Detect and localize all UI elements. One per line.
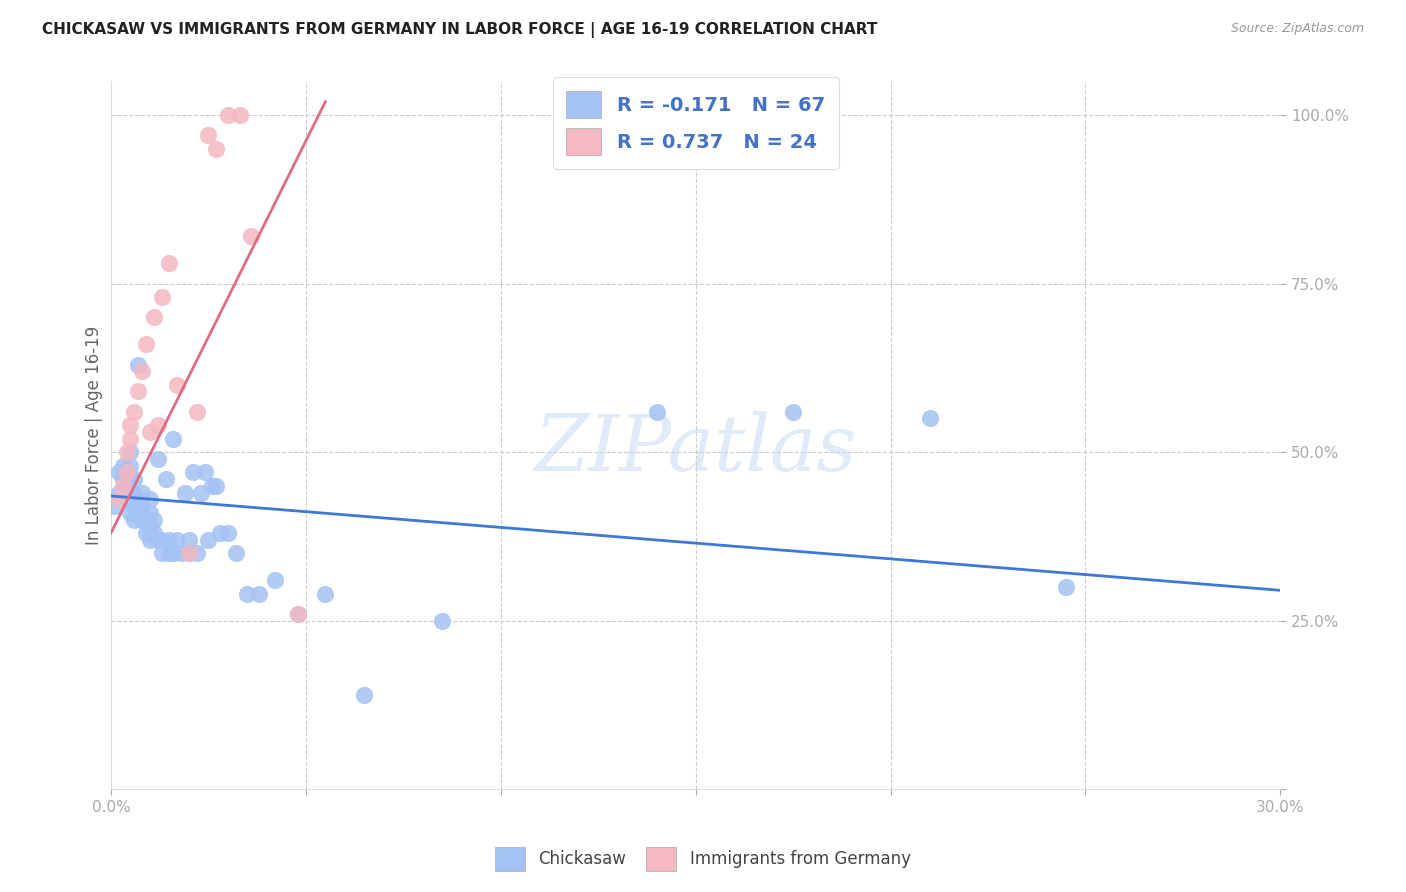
Point	[115, 466, 138, 480]
Point	[146, 533, 169, 547]
Point	[432, 614, 454, 628]
Point	[205, 479, 228, 493]
Point	[263, 573, 285, 587]
Point	[131, 364, 153, 378]
Point	[197, 128, 219, 143]
Point	[124, 485, 146, 500]
Point	[225, 546, 247, 560]
Point	[217, 108, 239, 122]
Point	[174, 485, 197, 500]
Point	[150, 290, 173, 304]
Point	[209, 526, 232, 541]
Point	[190, 485, 212, 500]
Point	[111, 479, 134, 493]
Point	[111, 458, 134, 473]
Point	[139, 519, 162, 533]
Point	[135, 512, 157, 526]
Point	[107, 485, 129, 500]
Point	[120, 458, 142, 473]
Point	[124, 405, 146, 419]
Point	[146, 418, 169, 433]
Point	[120, 432, 142, 446]
Point	[142, 526, 165, 541]
Point	[177, 546, 200, 560]
Point	[142, 512, 165, 526]
Point	[162, 432, 184, 446]
Point	[127, 358, 149, 372]
Point	[146, 451, 169, 466]
Point	[135, 337, 157, 351]
Point	[155, 472, 177, 486]
Point	[247, 587, 270, 601]
Point	[120, 485, 142, 500]
Point	[124, 499, 146, 513]
Point	[115, 466, 138, 480]
Point	[139, 506, 162, 520]
Point	[193, 466, 215, 480]
Point	[115, 492, 138, 507]
Point	[115, 445, 138, 459]
Point	[201, 479, 224, 493]
Point	[287, 607, 309, 621]
Point	[124, 512, 146, 526]
Point	[177, 533, 200, 547]
Point	[131, 499, 153, 513]
Point	[205, 142, 228, 156]
Point	[120, 472, 142, 486]
Point	[120, 506, 142, 520]
Point	[197, 533, 219, 547]
Point	[166, 533, 188, 547]
Text: ZIPatlas: ZIPatlas	[534, 411, 856, 488]
Legend: R = -0.171   N = 67, R = 0.737   N = 24: R = -0.171 N = 67, R = 0.737 N = 24	[553, 77, 838, 169]
Point	[228, 108, 250, 122]
Point	[139, 492, 162, 507]
Point	[135, 526, 157, 541]
Point	[314, 587, 336, 601]
Point	[240, 229, 263, 244]
Point	[170, 546, 193, 560]
Point	[131, 485, 153, 500]
Point	[782, 405, 804, 419]
Point	[1054, 580, 1077, 594]
Point	[111, 472, 134, 486]
Point	[127, 506, 149, 520]
Point	[186, 405, 208, 419]
Text: Source: ZipAtlas.com: Source: ZipAtlas.com	[1230, 22, 1364, 36]
Point	[127, 492, 149, 507]
Point	[287, 607, 309, 621]
Point	[104, 499, 127, 513]
Point	[107, 492, 129, 507]
Point	[139, 533, 162, 547]
Point	[162, 546, 184, 560]
Point	[186, 546, 208, 560]
Point	[150, 533, 173, 547]
Text: CHICKASAW VS IMMIGRANTS FROM GERMANY IN LABOR FORCE | AGE 16-19 CORRELATION CHAR: CHICKASAW VS IMMIGRANTS FROM GERMANY IN …	[42, 22, 877, 38]
Point	[127, 384, 149, 399]
Point	[166, 377, 188, 392]
Point	[139, 425, 162, 439]
Point	[142, 310, 165, 325]
Point	[131, 512, 153, 526]
Point	[177, 546, 200, 560]
Point	[115, 479, 138, 493]
Point	[107, 466, 129, 480]
Point	[918, 411, 941, 425]
Point	[150, 546, 173, 560]
Point	[159, 256, 181, 270]
Point	[217, 526, 239, 541]
Point	[124, 472, 146, 486]
Point	[159, 533, 181, 547]
Point	[120, 418, 142, 433]
Point	[181, 466, 204, 480]
Legend: Chickasaw, Immigrants from Germany: Chickasaw, Immigrants from Germany	[486, 839, 920, 880]
Point	[645, 405, 668, 419]
Point	[159, 546, 181, 560]
Point	[111, 485, 134, 500]
Point	[120, 445, 142, 459]
Point	[236, 587, 259, 601]
Point	[353, 688, 375, 702]
Y-axis label: In Labor Force | Age 16-19: In Labor Force | Age 16-19	[86, 326, 103, 545]
